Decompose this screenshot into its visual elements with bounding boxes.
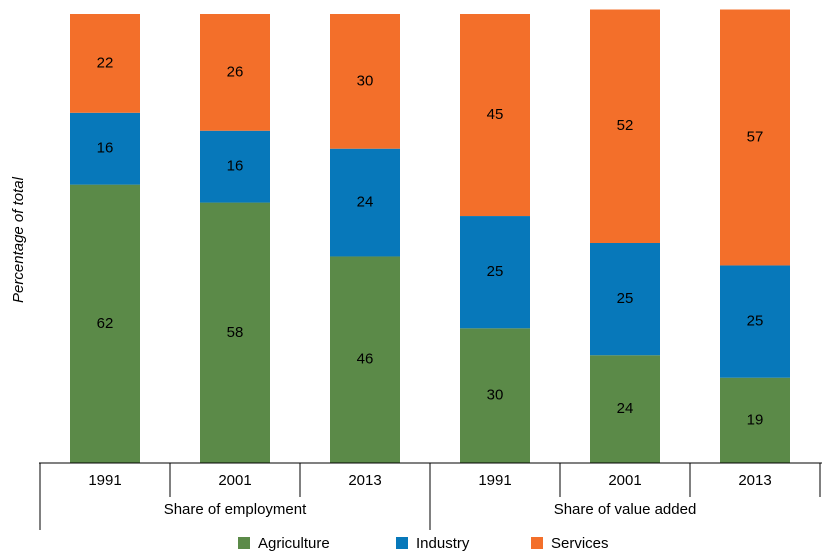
- bar-segment: [70, 14, 140, 113]
- group-label: Share of value added: [554, 501, 697, 518]
- bar-segment: [200, 14, 270, 131]
- x-tick-label: 2013: [348, 472, 381, 489]
- data-label: 24: [357, 194, 374, 211]
- bar-segment: [720, 9, 790, 266]
- x-tick-label: 2013: [738, 472, 771, 489]
- legend-label: Industry: [416, 535, 470, 551]
- y-axis-label: Percentage of total: [10, 176, 27, 303]
- bar-segment: [330, 148, 400, 257]
- data-label: 19: [747, 411, 764, 428]
- data-label: 24: [617, 400, 634, 417]
- bar-segment: [330, 14, 400, 149]
- data-label: 25: [747, 313, 764, 330]
- data-label: 16: [97, 140, 114, 157]
- legend-label: Agriculture: [258, 535, 330, 551]
- data-label: 57: [747, 128, 764, 145]
- x-tick-label: 1991: [478, 472, 511, 489]
- data-label: 22: [97, 54, 114, 71]
- data-label: 58: [227, 324, 244, 341]
- bar-segment: [720, 265, 790, 378]
- data-label: 30: [357, 72, 374, 89]
- bar-segment: [460, 328, 530, 463]
- bar-segment: [720, 377, 790, 463]
- x-tick-label: 2001: [608, 472, 641, 489]
- data-label: 26: [227, 63, 244, 80]
- bar-segment: [200, 202, 270, 463]
- data-label: 45: [487, 106, 504, 123]
- bar-segment: [460, 14, 530, 217]
- data-label: 62: [97, 315, 114, 332]
- bar-segment: [590, 242, 660, 356]
- bar-segment: [70, 184, 140, 463]
- data-label: 52: [617, 117, 634, 134]
- bar-segment: [460, 216, 530, 329]
- bar-segment: [70, 112, 140, 185]
- data-label: 25: [617, 290, 634, 307]
- legend-swatch: [531, 537, 543, 549]
- data-label: 16: [227, 158, 244, 175]
- legend-swatch: [396, 537, 408, 549]
- data-label: 25: [487, 263, 504, 280]
- legend-swatch: [238, 537, 250, 549]
- group-label: Share of employment: [164, 501, 307, 518]
- data-label: 30: [487, 387, 504, 404]
- bar-segment: [590, 9, 660, 243]
- data-label: 46: [357, 351, 374, 368]
- bar-segment: [590, 355, 660, 463]
- bar-segment: [200, 130, 270, 203]
- bar-segment: [330, 256, 400, 463]
- legend-label: Services: [551, 535, 609, 551]
- x-tick-label: 1991: [88, 472, 121, 489]
- x-tick-label: 2001: [218, 472, 251, 489]
